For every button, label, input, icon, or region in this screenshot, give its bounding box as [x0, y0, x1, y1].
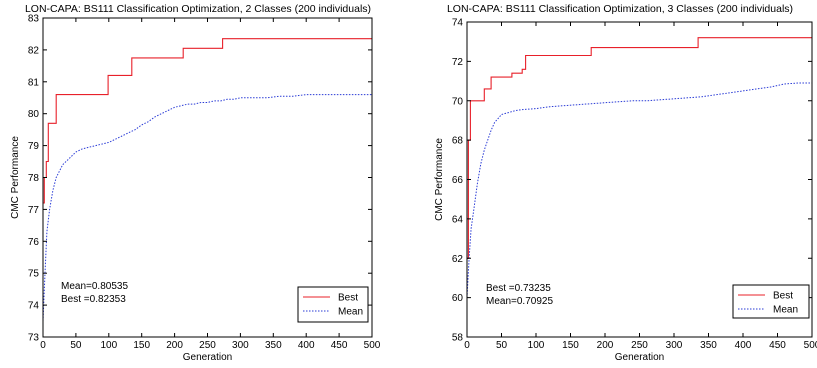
x-tick-label: 150: [133, 340, 150, 351]
legend-box: [732, 284, 810, 319]
y-tick-label: 80: [28, 109, 40, 120]
legend: Best Mean: [732, 284, 810, 319]
x-tick-label: 100: [100, 340, 117, 351]
x-axis-label: Generation: [615, 352, 664, 363]
x-tick-label: 500: [804, 340, 817, 351]
x-tick-label: 300: [232, 340, 249, 351]
stats-annotation: Mean=0.80535: [61, 281, 128, 292]
x-tick-label: 300: [666, 340, 683, 351]
x-tick-label: 350: [265, 340, 282, 351]
x-tick-label: 450: [769, 340, 786, 351]
x-tick-label: 450: [331, 340, 348, 351]
series-best-line: [43, 38, 372, 204]
stats-annotation: Best =0.82353: [61, 294, 126, 305]
x-tick-label: 200: [166, 340, 183, 351]
x-tick-label: 500: [364, 340, 381, 351]
x-tick-label: 0: [40, 340, 46, 351]
legend-label-best: Best: [773, 291, 793, 302]
y-tick-label: 81: [28, 77, 40, 88]
y-tick-label: 58: [452, 333, 464, 344]
y-tick-label: 79: [28, 141, 40, 152]
x-tick-label: 200: [597, 340, 614, 351]
series-mean-line: [467, 82, 812, 298]
legend-label-best: Best: [338, 293, 358, 304]
x-tick-label: 400: [298, 340, 315, 351]
y-axis-label: CMC Performance: [10, 136, 21, 219]
chart-2: LON-CAPA: BS111 Classification Optimizat…: [434, 3, 817, 363]
chart-1: LON-CAPA: BS111 Classification Optimizat…: [10, 3, 381, 363]
y-tick-label: 72: [452, 57, 464, 68]
stats-annotation: Best =0.73235: [486, 283, 551, 294]
y-tick-label: 74: [452, 18, 464, 29]
x-tick-label: 250: [199, 340, 216, 351]
x-tick-label: 150: [562, 340, 579, 351]
legend-box: [297, 286, 369, 323]
y-axis-label: CMC Performance: [434, 138, 445, 221]
x-tick-label: 250: [631, 340, 648, 351]
y-tick-label: 75: [28, 269, 40, 280]
series-best-line: [467, 37, 812, 259]
y-tick-label: 64: [452, 214, 464, 225]
y-tick-label: 83: [28, 14, 40, 25]
x-axis-label: Generation: [183, 352, 232, 363]
chart-title: LON-CAPA: BS111 Classification Optimizat…: [447, 3, 793, 15]
x-tick-label: 100: [528, 340, 545, 351]
x-tick-label: 350: [700, 340, 717, 351]
legend: Best Mean: [297, 286, 369, 323]
x-tick-label: 0: [464, 340, 470, 351]
x-tick-label: 400: [735, 340, 752, 351]
y-tick-label: 74: [28, 301, 40, 312]
y-tick-label: 82: [28, 45, 40, 56]
chart-title: LON-CAPA: BS111 Classification Optimizat…: [25, 3, 371, 15]
y-tick-label: 78: [28, 173, 40, 184]
legend-label-mean: Mean: [773, 305, 798, 316]
y-tick-label: 68: [452, 136, 464, 147]
legend-label-mean: Mean: [338, 307, 363, 318]
y-tick-label: 70: [452, 96, 464, 107]
y-tick-label: 76: [28, 237, 40, 248]
x-tick-label: 50: [70, 340, 82, 351]
y-tick-label: 73: [28, 333, 40, 344]
y-tick-label: 62: [452, 254, 464, 265]
x-tick-label: 50: [496, 340, 508, 351]
y-tick-label: 66: [452, 175, 464, 186]
y-tick-label: 77: [28, 205, 40, 216]
series-mean-line: [43, 94, 372, 322]
stats-annotation: Mean=0.70925: [486, 296, 553, 307]
y-tick-label: 60: [452, 293, 464, 304]
